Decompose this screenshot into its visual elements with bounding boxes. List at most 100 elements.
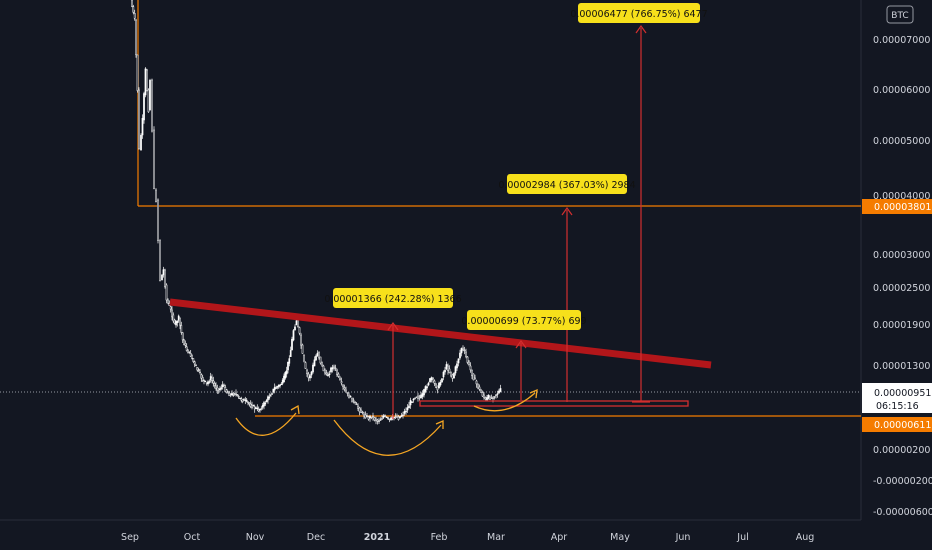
candle-body — [454, 366, 457, 374]
candle-body — [390, 417, 392, 421]
candle-body — [176, 321, 179, 323]
candle-body — [465, 351, 467, 357]
candle-body — [324, 369, 326, 374]
candle-body — [478, 386, 481, 390]
candle-body — [144, 68, 147, 96]
candle-body — [237, 396, 240, 398]
candle-body — [243, 399, 245, 401]
candle-body — [288, 358, 291, 364]
time-axis[interactable]: Sep Oct Nov Dec 2021 Feb Mar Apr May Jun Jul Aug — [121, 532, 814, 543]
candle-body — [432, 377, 434, 380]
candle-body — [192, 358, 195, 362]
countdown-value: 06:15:16 — [876, 401, 919, 412]
projection-callouts: 0.00001366 (242.28%) 1366 0.00000699 (73… — [324, 3, 708, 330]
candle-body — [342, 384, 344, 387]
candle-body — [173, 319, 176, 324]
candle-body — [486, 397, 488, 401]
candle-body — [429, 378, 431, 383]
candle-body — [412, 398, 415, 401]
candle-body — [298, 327, 301, 334]
candle-body — [301, 344, 304, 354]
candle-body — [331, 367, 334, 370]
candle-body — [414, 397, 416, 400]
candle-body — [224, 387, 227, 392]
candle-body — [348, 394, 350, 399]
candle-body — [409, 400, 412, 406]
descending-trendline[interactable] — [169, 298, 712, 369]
candle-body — [400, 415, 403, 417]
candle-body — [151, 79, 153, 132]
candle-body — [257, 409, 260, 412]
candle-body — [227, 391, 229, 394]
breakout-zone-rect[interactable] — [419, 400, 689, 407]
price-tick-label: 0.00007000 — [873, 35, 930, 46]
callout-3[interactable]: 0.00002984 (367.03%) 2984 — [498, 174, 636, 194]
candle-body — [316, 352, 319, 357]
candle-body — [346, 392, 349, 394]
candle-body — [287, 361, 289, 371]
callout-4[interactable]: 0.00006477 (766.75%) 6477 — [570, 3, 708, 23]
candle-body — [394, 416, 397, 419]
candle-body — [459, 352, 461, 359]
candle-body — [284, 372, 287, 379]
projection-3-arrowhead — [561, 206, 573, 216]
candle-body — [259, 408, 261, 411]
candle-body — [310, 371, 313, 376]
candle-body — [312, 364, 314, 373]
callout-2[interactable]: 0.00000699 (73.77%) 699 — [461, 310, 587, 330]
candle-body — [245, 399, 248, 402]
candle-body — [370, 416, 373, 419]
candle-body — [466, 356, 469, 363]
candle-body — [239, 397, 241, 400]
candle-body — [451, 374, 454, 379]
candle-body — [132, 6, 135, 13]
candle-body — [265, 400, 268, 403]
candle-body — [378, 420, 380, 423]
candle-body — [149, 79, 151, 111]
candle-body — [203, 379, 205, 382]
candle-body — [147, 89, 150, 113]
candle-body — [283, 375, 285, 383]
candle-body — [426, 386, 428, 389]
candle-body — [349, 395, 352, 398]
candle-body — [297, 319, 299, 327]
candle-body — [441, 378, 443, 383]
callout-1[interactable]: 0.00001366 (242.28%) 1366 — [324, 288, 462, 308]
time-tick-label: Nov — [246, 532, 265, 543]
candle-body — [360, 409, 362, 413]
candle-body — [387, 417, 389, 419]
candle-body — [475, 380, 478, 385]
candle-body — [484, 397, 487, 400]
candle-body — [197, 369, 200, 371]
resistance-price-box — [862, 199, 932, 214]
time-tick-label: Oct — [184, 532, 201, 543]
candle-body — [357, 405, 359, 409]
candle-body — [165, 284, 168, 301]
currency-badge-text: BTC — [891, 11, 908, 21]
candle-body — [499, 388, 502, 392]
candle-body — [264, 402, 267, 405]
candle-body — [322, 365, 325, 372]
pattern-arcs — [235, 388, 538, 456]
candle-body — [337, 373, 340, 377]
candle-body — [217, 388, 220, 391]
candle-body — [162, 269, 165, 276]
candle-body — [480, 389, 482, 393]
candle-body — [403, 411, 406, 414]
time-tick-label: 2021 — [364, 532, 390, 543]
candle-body — [269, 395, 272, 397]
currency-badge[interactable]: BTC — [886, 5, 914, 24]
candle-body — [276, 386, 279, 388]
candle-body — [405, 410, 407, 413]
candle-body — [417, 395, 419, 399]
arc-left-arrowhead — [290, 404, 300, 415]
candle-body — [291, 338, 293, 351]
candle-body — [336, 369, 338, 375]
candle-body — [216, 387, 219, 391]
candle-body — [294, 326, 296, 331]
price-axis[interactable]: 0.00007000 0.00006000 0.00005000 0.00004000… — [873, 35, 932, 518]
candlestick-series — [131, 0, 502, 425]
candle-body — [172, 314, 175, 322]
candle-body — [463, 349, 466, 352]
